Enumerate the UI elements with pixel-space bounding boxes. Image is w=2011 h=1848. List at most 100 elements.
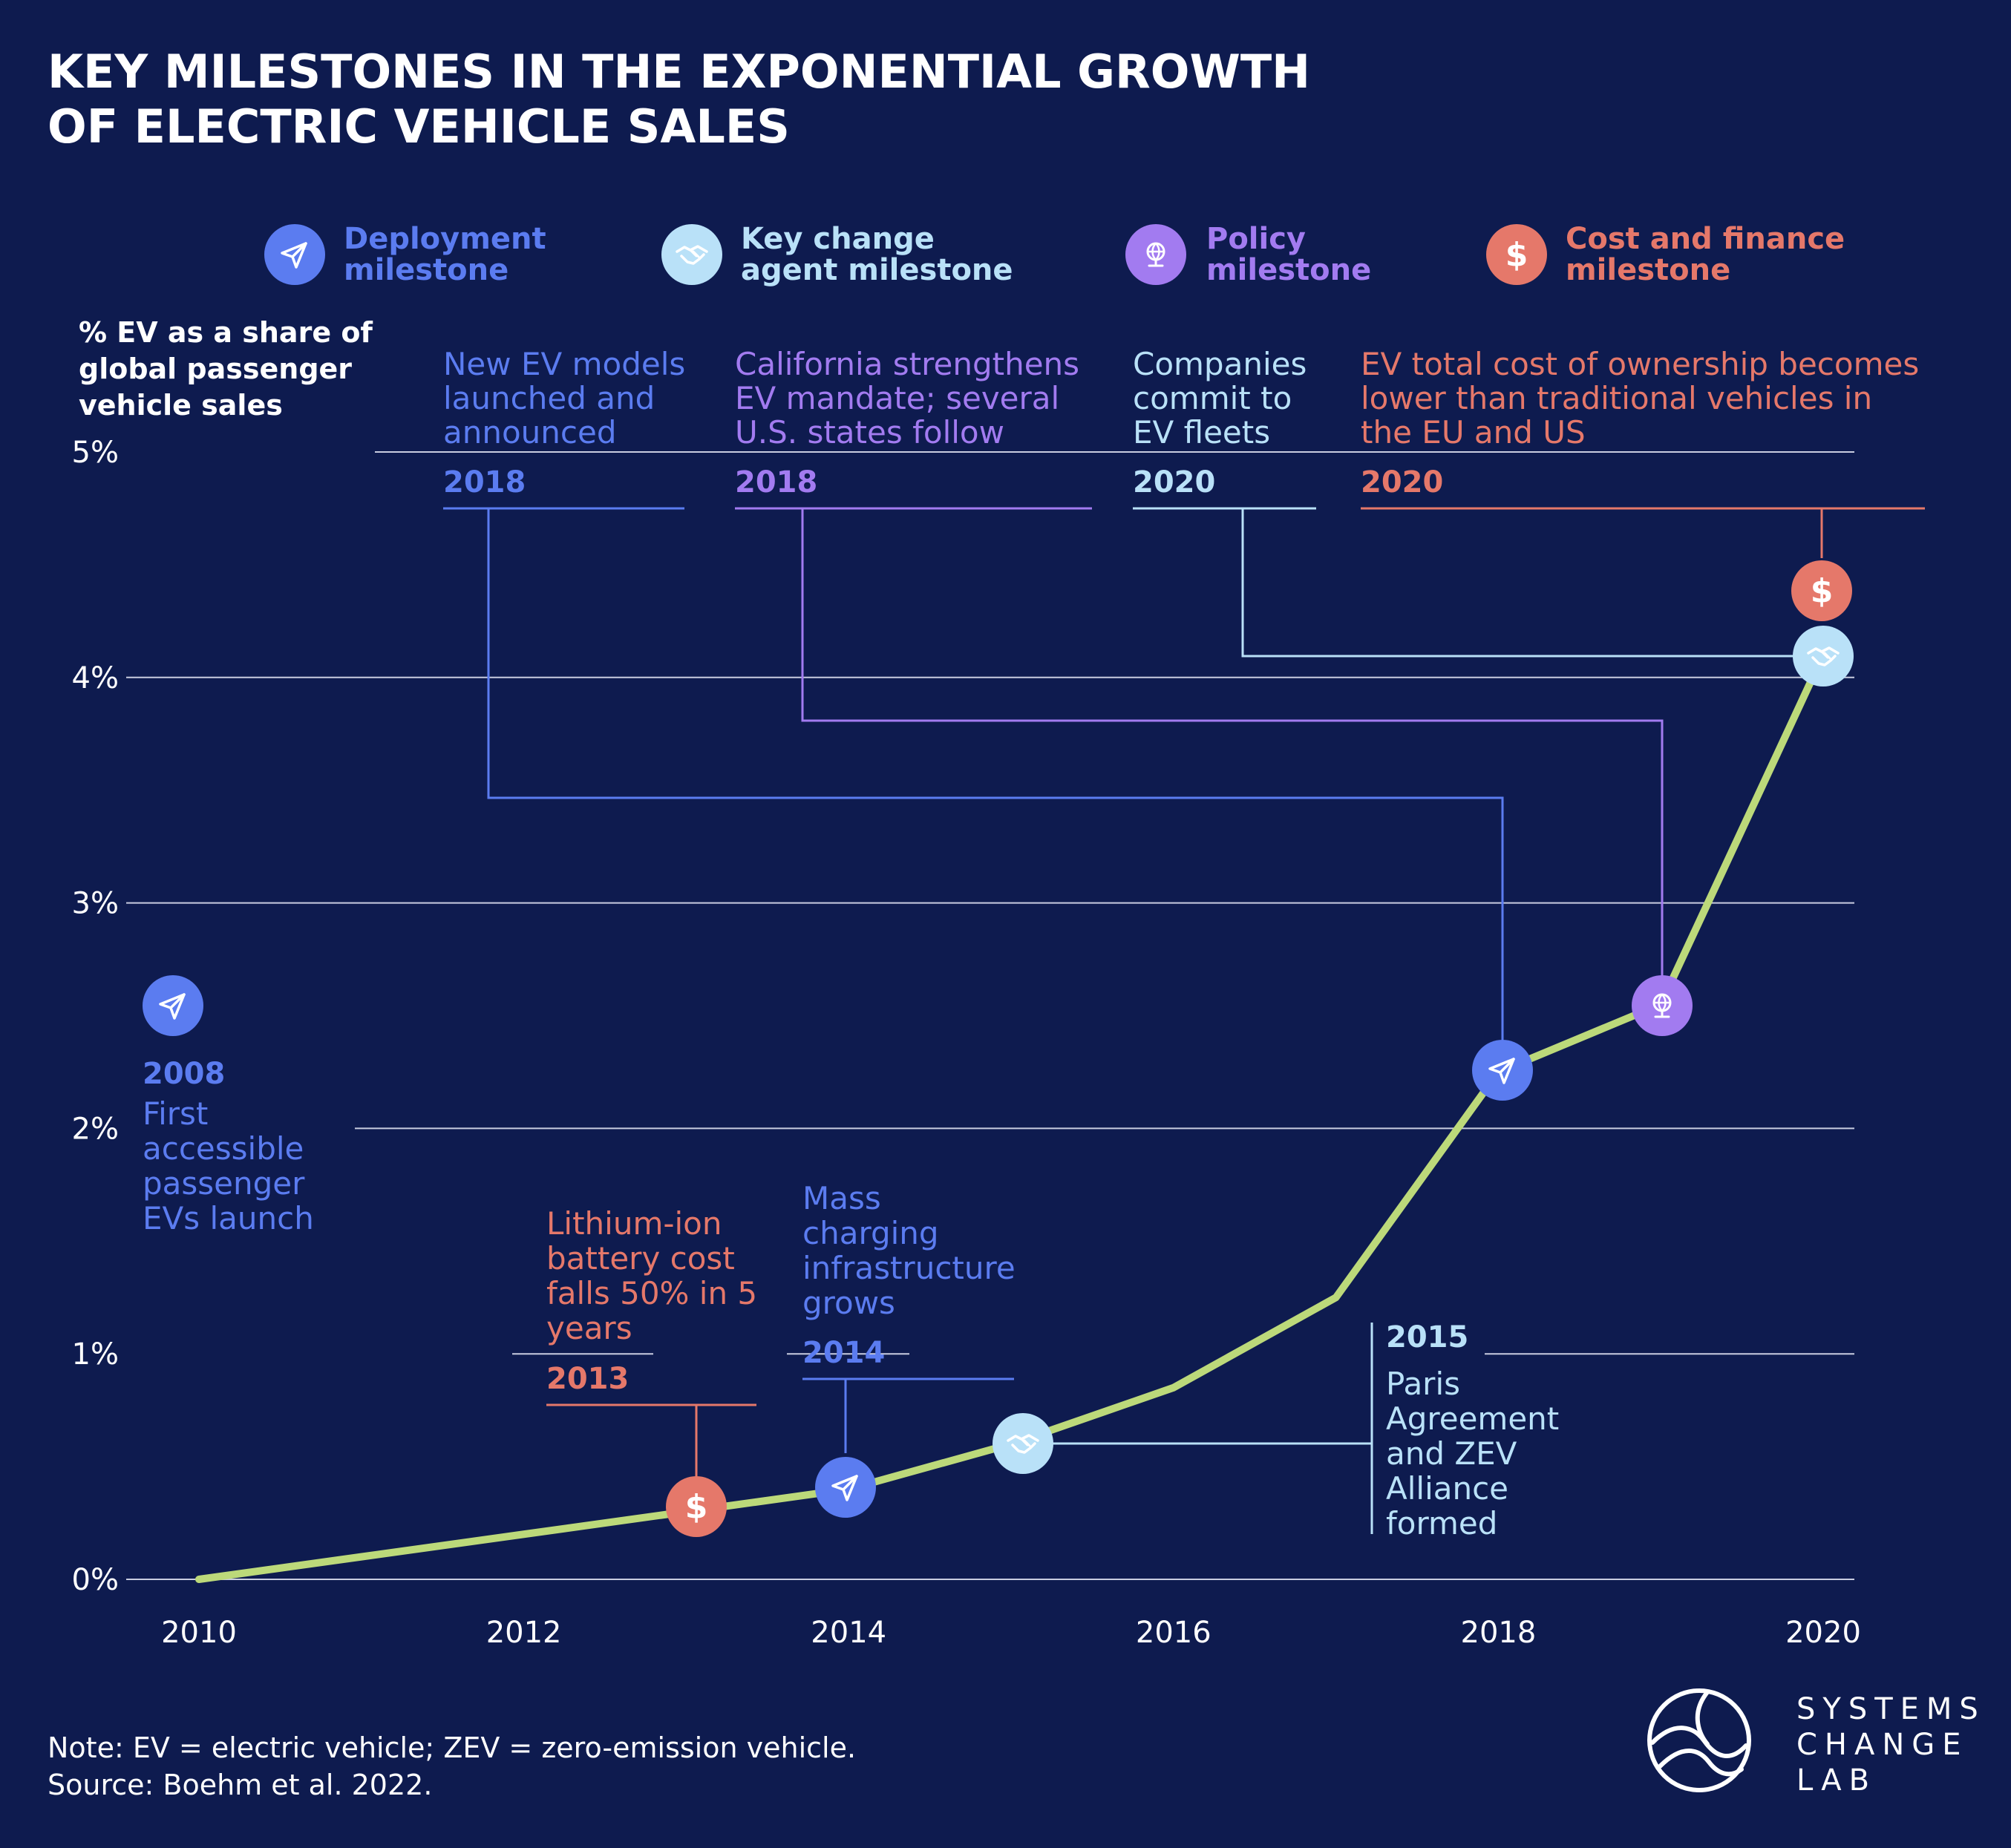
logo-circle bbox=[1647, 1688, 1751, 1792]
legend-key-change-label-1: Key change bbox=[741, 222, 935, 256]
annotation-2020b-line2: lower than traditional vehicles in bbox=[1361, 380, 1872, 416]
annotation-2020a-year: 2020 bbox=[1133, 465, 1215, 499]
marker-2013 bbox=[666, 1476, 727, 1537]
y-axis-label-2: global passenger bbox=[79, 353, 352, 385]
annotation-2020a-line2: commit to bbox=[1133, 380, 1292, 416]
y-axis-label-1: % EV as a share of bbox=[79, 316, 373, 349]
annotation-2015-year: 2015 bbox=[1386, 1320, 1468, 1354]
connector-2018a bbox=[487, 508, 1504, 1070]
annotation-2018a-line1: New EV models bbox=[443, 346, 685, 382]
legend-deployment-label-2: milestone bbox=[344, 253, 509, 287]
annotation-2018a: New EV models launched and announced 201… bbox=[443, 346, 685, 499]
marker-2015 bbox=[993, 1413, 1053, 1474]
x-tick-label: 2012 bbox=[486, 1616, 562, 1650]
annotation-2015-line5: formed bbox=[1386, 1505, 1497, 1541]
marker-2020a-circle bbox=[1793, 626, 1854, 687]
annotation-2018b-line2: EV mandate; several bbox=[735, 380, 1059, 416]
annotation-2015: 2015 Paris Agreement and ZEV Alliance fo… bbox=[1386, 1320, 1559, 1541]
annotation-2018b-year: 2018 bbox=[735, 465, 817, 499]
annotation-2008-line2: accessible bbox=[143, 1130, 304, 1167]
annotation-2008-line3: passenger bbox=[143, 1165, 305, 1202]
y-tick-label: 4% bbox=[72, 661, 119, 695]
annotation-2013-line2: battery cost bbox=[546, 1240, 735, 1277]
chart-title-line1: KEY MILESTONES IN THE EXPONENTIAL GROWTH bbox=[48, 45, 1310, 99]
annotation-2015-line4: Alliance bbox=[1386, 1470, 1508, 1507]
annotation-2020b-line1: EV total cost of ownership becomes bbox=[1361, 346, 1919, 382]
x-tick-label: 2010 bbox=[161, 1616, 237, 1650]
annotation-2014: Mass charging infrastructure grows 2014 bbox=[802, 1180, 1016, 1370]
annotation-2008-line4: EVs launch bbox=[143, 1200, 314, 1236]
x-tick-label: 2014 bbox=[811, 1616, 886, 1650]
annotation-2018a-year: 2018 bbox=[443, 465, 526, 499]
annotation-2020a-line1: Companies bbox=[1133, 346, 1307, 382]
y-axis-label-3: vehicle sales bbox=[79, 389, 283, 422]
dollar-icon bbox=[684, 1488, 708, 1526]
gridlines bbox=[126, 451, 1854, 1580]
annotation-2018b: California strengthens EV mandate; sever… bbox=[735, 346, 1079, 499]
connector-2018b bbox=[801, 508, 1664, 1006]
annotation-2014-year: 2014 bbox=[802, 1336, 885, 1370]
annotation-2020a: Companies commit to EV fleets 2020 bbox=[1133, 346, 1307, 499]
marker-2015-circle bbox=[993, 1413, 1053, 1474]
marker-2018a bbox=[1472, 1040, 1533, 1101]
annotation-2018a-line3: announced bbox=[443, 414, 617, 450]
annotation-2015-line3: and ZEV bbox=[1386, 1435, 1517, 1472]
x-tick-labels: 2010 2012 2014 2016 2018 2020 bbox=[161, 1616, 1861, 1650]
annotation-2014-line1: Mass bbox=[802, 1180, 881, 1216]
legend-policy-label-1: Policy bbox=[1206, 222, 1306, 256]
legend: Deployment milestone Key change agent mi… bbox=[264, 222, 1845, 287]
legend-policy-label-2: milestone bbox=[1206, 253, 1371, 287]
systems-change-lab-logo: SYSTEMS CHANGE LAB bbox=[1647, 1688, 1986, 1798]
marker-2020a bbox=[1793, 626, 1854, 687]
annotation-2008-line1: First bbox=[143, 1095, 208, 1132]
y-tick-labels: 0% 1% 2% 3% 4% 5% bbox=[72, 436, 119, 1597]
annotation-2013: Lithium-ion battery cost falls 50% in 5 … bbox=[546, 1205, 757, 1396]
annotation-2018a-line2: launched and bbox=[443, 380, 655, 416]
footnote-line1: Note: EV = electric vehicle; ZEV = zero-… bbox=[48, 1731, 856, 1764]
legend-item-deployment: Deployment milestone bbox=[264, 222, 546, 287]
annotation-2008-year: 2008 bbox=[143, 1057, 225, 1091]
annotation-2020b-year: 2020 bbox=[1361, 465, 1443, 499]
annotation-2008: 2008 First accessible passenger EVs laun… bbox=[143, 1057, 314, 1236]
annotation-2013-line1: Lithium-ion bbox=[546, 1205, 722, 1242]
y-tick-label: 0% bbox=[72, 1563, 119, 1597]
x-tick-label: 2016 bbox=[1136, 1616, 1211, 1650]
marker-2008 bbox=[143, 975, 203, 1036]
legend-key-change-label-2: agent milestone bbox=[741, 253, 1013, 287]
legend-item-cost: Cost and finance milestone bbox=[1486, 222, 1845, 287]
connector-2020a bbox=[1241, 508, 1823, 658]
marker-2018b bbox=[1632, 975, 1693, 1036]
logo-text-line2: CHANGE bbox=[1796, 1728, 1969, 1762]
annotation-2020a-line3: EV fleets bbox=[1133, 414, 1270, 450]
annotation-2018b-line1: California strengthens bbox=[735, 346, 1079, 382]
legend-item-policy: Policy milestone bbox=[1125, 222, 1371, 287]
y-tick-label: 5% bbox=[72, 436, 119, 470]
annotation-2020b: EV total cost of ownership becomes lower… bbox=[1361, 346, 1919, 499]
logo-wave-3 bbox=[1695, 1690, 1710, 1746]
marker-2014 bbox=[815, 1457, 876, 1518]
y-tick-label: 3% bbox=[72, 887, 119, 921]
x-tick-label: 2018 bbox=[1461, 1616, 1537, 1650]
footnote-line2: Source: Boehm et al. 2022. bbox=[48, 1769, 432, 1801]
callout-connectors bbox=[443, 507, 1925, 1534]
logo-text-line1: SYSTEMS bbox=[1796, 1692, 1986, 1726]
legend-policy-marker bbox=[1125, 224, 1186, 285]
legend-deployment-label-1: Deployment bbox=[344, 222, 546, 256]
annotation-2014-line4: grows bbox=[802, 1285, 895, 1321]
annotation-2015-line2: Agreement bbox=[1386, 1400, 1559, 1437]
legend-item-key-change: Key change agent milestone bbox=[661, 222, 1013, 287]
annotation-2020b-line3: the EU and US bbox=[1361, 414, 1586, 450]
annotation-2014-line2: charging bbox=[802, 1215, 939, 1251]
logo-wave-2 bbox=[1658, 1749, 1744, 1777]
annotation-2013-line4: years bbox=[546, 1310, 632, 1346]
annotation-2013-line3: falls 50% in 5 bbox=[546, 1275, 757, 1311]
annotation-2013-year: 2013 bbox=[546, 1362, 629, 1396]
annotation-2018b-line3: U.S. states follow bbox=[735, 414, 1004, 450]
annotation-2015-line1: Paris bbox=[1386, 1366, 1460, 1402]
y-tick-label: 2% bbox=[72, 1112, 119, 1146]
logo-text-line3: LAB bbox=[1796, 1763, 1877, 1798]
x-tick-label: 2020 bbox=[1785, 1616, 1861, 1650]
dollar-icon bbox=[1505, 236, 1528, 274]
marker-2018b-circle bbox=[1632, 975, 1693, 1036]
